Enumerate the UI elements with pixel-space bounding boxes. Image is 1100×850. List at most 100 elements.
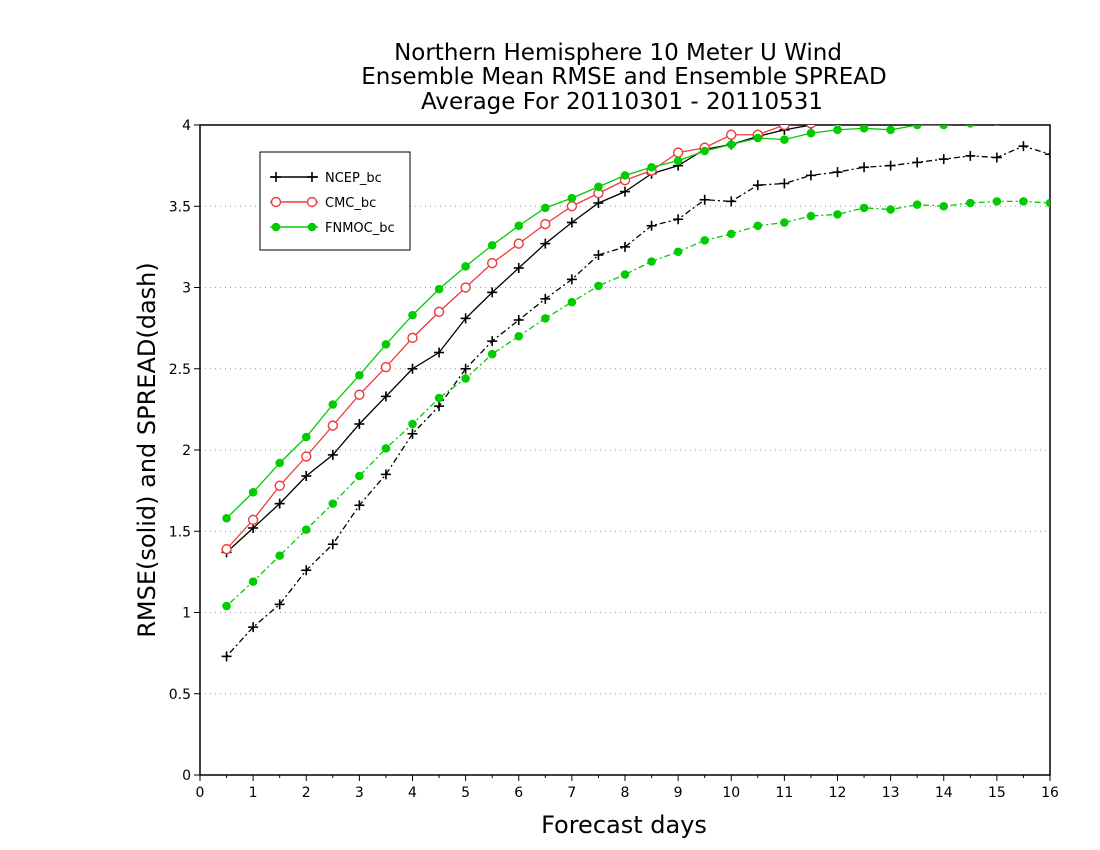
- data-point: [647, 162, 656, 172]
- data-point: [966, 125, 975, 128]
- data-point: [461, 374, 470, 383]
- legend-marker: [307, 172, 317, 182]
- y-tick-label: 3.5: [169, 199, 191, 215]
- data-point: [833, 125, 842, 135]
- data-point: [991, 152, 1002, 163]
- data-point: [540, 218, 551, 230]
- data-point: [700, 236, 709, 245]
- data-point: [274, 498, 285, 509]
- data-point: [752, 180, 763, 191]
- data-point: [327, 449, 338, 460]
- chart-title: Northern Hemisphere 10 Meter U Wind Ense…: [361, 40, 886, 115]
- data-point: [275, 551, 284, 560]
- x-tick-label: 16: [1041, 785, 1059, 801]
- x-tick-label: 15: [988, 785, 1006, 801]
- y-axis-ticks: 0 0.5 1 1.5 2 2.5 3 3.5 4: [169, 118, 200, 784]
- data-point: [248, 622, 259, 633]
- data-point: [593, 250, 604, 260]
- data-point: [726, 140, 736, 149]
- data-point: [408, 310, 417, 320]
- x-tick-label: 5: [461, 785, 470, 801]
- data-point: [1019, 197, 1028, 206]
- data-point: [327, 539, 338, 550]
- data-point: [381, 340, 391, 349]
- data-point: [487, 240, 497, 250]
- data-point: [566, 217, 577, 228]
- data-point: [408, 419, 417, 429]
- data-point: [274, 599, 285, 610]
- data-point: [513, 263, 524, 273]
- legend-marker: [271, 222, 281, 232]
- data-point: [541, 203, 550, 213]
- data-point: [1018, 141, 1029, 152]
- data-point: [407, 332, 418, 344]
- data-point: [381, 444, 391, 453]
- x-tick-label: 11: [775, 785, 793, 801]
- legend-entry: NCEP_bc: [270, 171, 382, 186]
- data-point: [380, 361, 392, 373]
- data-point: [567, 297, 577, 307]
- legend-label: CMC_bc: [325, 196, 376, 211]
- data-point: [780, 135, 789, 144]
- series-line: [226, 125, 822, 553]
- title-line-2: Ensemble Mean RMSE and Ensemble SPREAD: [361, 64, 886, 90]
- series-line: [226, 200, 1050, 607]
- data-point: [221, 651, 232, 662]
- data-point: [221, 543, 232, 555]
- data-point: [939, 125, 949, 130]
- data-point: [806, 125, 816, 129]
- x-tick-label: 8: [621, 785, 630, 801]
- data-point: [434, 393, 444, 403]
- series-line: [226, 125, 796, 550]
- data-point: [487, 287, 498, 298]
- data-point: [407, 363, 418, 374]
- x-tick-label: 1: [249, 785, 258, 801]
- x-axis-ticks: 0 1 2 3 4 5 6 7 8 9 10 11 12 13 14 15 16: [196, 775, 1059, 801]
- legend-entry: CMC_bc: [270, 196, 376, 211]
- data-point: [460, 363, 471, 374]
- data-point: [222, 601, 231, 611]
- data-point: [885, 160, 896, 171]
- legend-label: FNMOC_bc: [325, 221, 395, 236]
- data-point: [805, 170, 816, 181]
- data-point: [248, 487, 258, 497]
- y-axis-label: RMSE(solid) and SPREAD(dash): [133, 262, 161, 638]
- data-point: [673, 214, 684, 225]
- data-point: [1045, 149, 1050, 160]
- data-point: [912, 157, 923, 168]
- data-point: [513, 238, 524, 249]
- x-tick-label: 3: [355, 785, 364, 801]
- legend-marker: [270, 196, 282, 208]
- data-point: [965, 150, 976, 161]
- legend-marker: [307, 222, 317, 232]
- data-point: [327, 420, 339, 431]
- data-point: [672, 147, 684, 158]
- series-spread-3: [221, 141, 1050, 662]
- data-point: [461, 262, 470, 271]
- data-point: [301, 525, 311, 534]
- data-point: [301, 565, 312, 576]
- data-point: [886, 125, 895, 135]
- data-point: [566, 274, 577, 285]
- legend-marker: [271, 172, 281, 182]
- data-point: [222, 513, 231, 523]
- data-point: [513, 315, 524, 325]
- x-tick-label: 10: [722, 785, 740, 801]
- data-point: [247, 514, 259, 526]
- y-tick-label: 1: [182, 606, 191, 622]
- y-tick-label: 2: [182, 443, 191, 459]
- data-point: [566, 201, 578, 212]
- legend-marker: [306, 196, 318, 208]
- data-point: [460, 313, 471, 324]
- legend-box: [259, 151, 411, 251]
- data-point: [354, 419, 365, 429]
- x-tick-label: 2: [302, 785, 311, 801]
- series-line: [226, 125, 955, 519]
- data-point: [673, 247, 683, 257]
- data-point: [673, 156, 683, 166]
- data-point: [886, 205, 895, 214]
- data-point: [646, 220, 657, 231]
- y-tick-label: 0: [182, 768, 191, 784]
- x-tick-label: 0: [196, 785, 205, 801]
- data-point: [779, 125, 790, 131]
